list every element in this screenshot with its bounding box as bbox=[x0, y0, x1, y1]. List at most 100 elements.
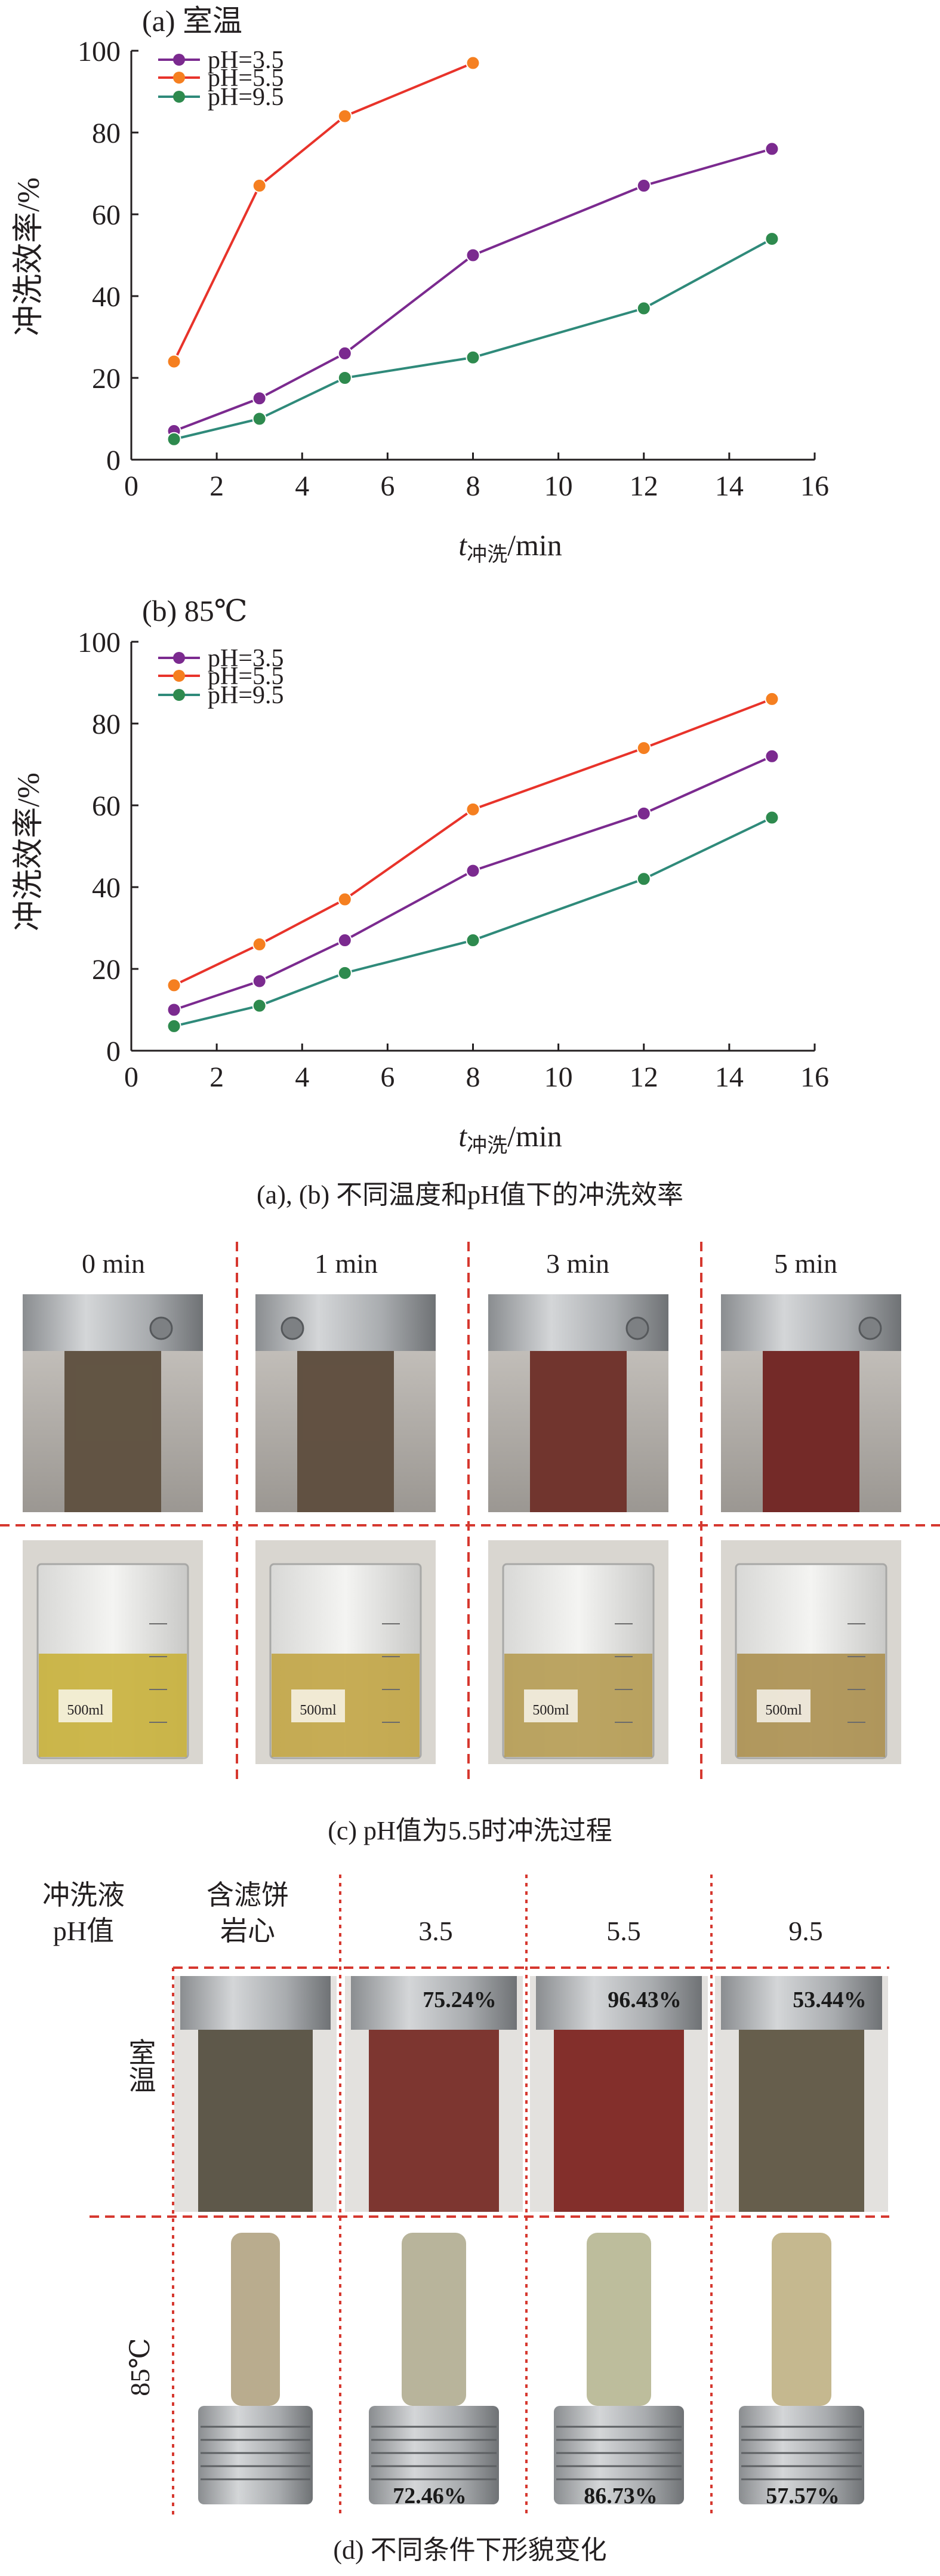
data-point bbox=[337, 965, 352, 980]
beaker-volume-text: 500ml bbox=[300, 1703, 337, 1718]
data-point bbox=[765, 691, 779, 706]
y-tick-label: 60 bbox=[92, 199, 121, 231]
legend-label: pH=3.5 bbox=[208, 645, 284, 672]
y-tick-label: 80 bbox=[92, 118, 121, 149]
time-label: 1 min bbox=[315, 1248, 378, 1279]
y-tick-label: 80 bbox=[92, 709, 121, 740]
data-point bbox=[337, 346, 352, 361]
85c-photo bbox=[345, 2227, 523, 2510]
data-point bbox=[765, 810, 779, 825]
x-tick-label: 14 bbox=[715, 1061, 744, 1093]
data-point bbox=[765, 141, 779, 156]
x-tick-label: 8 bbox=[466, 1061, 480, 1093]
row-label-85: 85℃ bbox=[125, 2338, 155, 2396]
x-tick-label: 4 bbox=[295, 1061, 309, 1093]
data-point bbox=[466, 350, 480, 365]
beaker-volume-text: 500ml bbox=[532, 1703, 569, 1718]
data-point bbox=[167, 432, 181, 447]
beaker-label-patch bbox=[757, 1689, 810, 1722]
x-tick-label: 8 bbox=[466, 470, 480, 502]
legend-label: pH=9.5 bbox=[208, 84, 284, 111]
data-point bbox=[636, 806, 651, 821]
x-tick-label: 16 bbox=[800, 1061, 829, 1093]
y-tick-label: 0 bbox=[106, 1036, 121, 1067]
header-ph-5-5: 5.5 bbox=[606, 1916, 641, 1946]
efficiency-label-85c: 72.46% bbox=[393, 2483, 467, 2509]
room-temp-photo bbox=[174, 1976, 337, 2212]
beaker-volume-text: 500ml bbox=[765, 1703, 802, 1718]
efficiency-label-room: 53.44% bbox=[793, 1987, 867, 2012]
beaker-photo: 500ml bbox=[488, 1540, 668, 1764]
data-point bbox=[636, 741, 651, 756]
svg-text:室温: 室温 bbox=[125, 2038, 156, 2093]
beaker-photo: 500ml bbox=[255, 1540, 436, 1764]
data-point bbox=[636, 178, 651, 193]
efficiency-label-room: 75.24% bbox=[423, 1987, 497, 2012]
core-photo bbox=[23, 1294, 203, 1512]
efficiency-label-85c: 86.73% bbox=[584, 2483, 658, 2509]
y-tick-label: 20 bbox=[92, 954, 121, 986]
efficiency-label-room: 96.43% bbox=[608, 1987, 682, 2012]
room-temp-photo bbox=[715, 1976, 888, 2212]
core-photo bbox=[255, 1294, 436, 1512]
y-tick-label: 100 bbox=[78, 36, 121, 67]
data-point bbox=[252, 391, 267, 406]
beaker-label-patch bbox=[58, 1689, 112, 1722]
data-point bbox=[167, 354, 181, 369]
legend-entry: pH=3.5 bbox=[158, 47, 284, 74]
row-label-room: 室温 bbox=[125, 2038, 156, 2093]
data-point bbox=[765, 749, 779, 764]
header-ph-9-5: 9.5 bbox=[788, 1916, 823, 1946]
data-point bbox=[337, 371, 352, 385]
data-point bbox=[337, 892, 352, 907]
data-point bbox=[252, 411, 267, 426]
x-tick-label: 10 bbox=[544, 470, 573, 502]
x-tick-label: 0 bbox=[124, 1061, 138, 1093]
data-point bbox=[765, 232, 779, 247]
x-tick-label: 2 bbox=[209, 470, 224, 502]
data-point bbox=[466, 863, 480, 878]
x-tick-label: 0 bbox=[124, 470, 138, 502]
legend-label: pH=5.5 bbox=[208, 663, 284, 690]
x-tick-label: 4 bbox=[295, 470, 309, 502]
core-photo bbox=[488, 1294, 668, 1512]
x-tick-label: 6 bbox=[380, 1061, 395, 1093]
data-point bbox=[466, 802, 480, 817]
time-label: 5 min bbox=[774, 1248, 837, 1279]
x-tick-label: 2 bbox=[209, 1061, 224, 1093]
beaker-photo: 500ml bbox=[23, 1540, 203, 1764]
header-core-1: 含滤饼 bbox=[207, 1880, 289, 1910]
data-point bbox=[167, 978, 181, 993]
data-point bbox=[337, 933, 352, 948]
y-tick-label: 20 bbox=[92, 363, 121, 395]
legend-entry: pH=9.5 bbox=[158, 84, 284, 111]
data-point bbox=[466, 248, 480, 263]
data-point bbox=[167, 1018, 181, 1033]
data-point bbox=[252, 937, 267, 952]
data-point bbox=[252, 974, 267, 989]
header-flush-fluid: 冲洗液 bbox=[42, 1880, 125, 1910]
header-ph-3-5: 3.5 bbox=[418, 1916, 453, 1946]
data-point bbox=[252, 178, 267, 193]
legend-entry: pH=9.5 bbox=[158, 682, 284, 709]
series-line-pH-3-5 bbox=[173, 147, 772, 432]
data-point bbox=[252, 998, 267, 1013]
y-tick-label: 40 bbox=[92, 281, 121, 313]
series-line-pH-5-5 bbox=[172, 61, 474, 362]
x-tick-label: 12 bbox=[630, 1061, 658, 1093]
series-line-pH-3-5 bbox=[173, 755, 773, 1011]
legend-entry: pH=3.5 bbox=[158, 645, 284, 672]
data-point bbox=[337, 109, 352, 124]
beaker-label-patch bbox=[291, 1689, 345, 1722]
panel-d-morphology: 冲洗液 pH值 含滤饼 岩心 3.5 5.5 9.5 室温 85℃ 75.24%… bbox=[42, 1875, 889, 2516]
time-label: 0 min bbox=[82, 1248, 145, 1279]
data-point bbox=[167, 1002, 181, 1017]
time-label: 3 min bbox=[546, 1248, 609, 1279]
data-point bbox=[466, 933, 480, 948]
x-tick-label: 12 bbox=[630, 470, 658, 502]
room-temp-photo bbox=[345, 1976, 523, 2212]
y-tick-label: 40 bbox=[92, 872, 121, 904]
y-tick-label: 0 bbox=[106, 445, 121, 476]
85c-photo bbox=[530, 2227, 708, 2510]
